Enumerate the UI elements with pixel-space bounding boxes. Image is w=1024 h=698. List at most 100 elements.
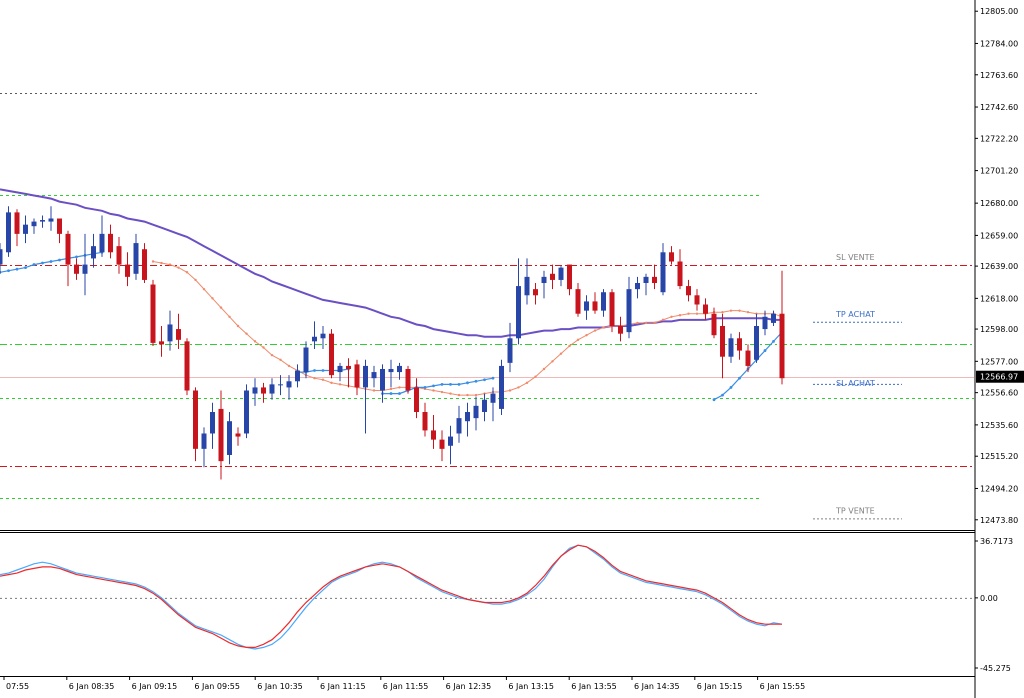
candle[interactable] [210,402,215,449]
candle[interactable] [116,236,122,274]
candle[interactable] [303,341,309,379]
candle[interactable] [448,425,453,465]
candle[interactable] [0,243,3,274]
candle[interactable] [490,387,496,422]
candle[interactable] [431,415,436,449]
candle[interactable] [584,295,589,320]
candle[interactable] [720,313,725,379]
candle[interactable] [609,289,615,333]
candle[interactable] [762,310,768,336]
candle[interactable] [74,258,79,280]
candle[interactable] [473,396,479,431]
candle[interactable] [601,289,606,317]
candle[interactable] [541,270,547,299]
candle[interactable] [133,233,139,280]
candle[interactable] [252,378,258,406]
candle[interactable] [737,332,742,360]
candle[interactable] [779,270,785,385]
candle[interactable] [31,218,37,234]
candle[interactable] [184,338,190,396]
candle[interactable] [150,279,156,346]
candle[interactable] [439,430,445,462]
candle[interactable] [516,258,521,345]
candle[interactable] [652,264,657,290]
candle[interactable] [346,358,351,388]
candle[interactable] [57,218,62,244]
candle[interactable] [261,382,266,403]
candle[interactable] [567,264,572,296]
candle[interactable] [754,313,759,363]
candle[interactable] [388,359,394,388]
candle[interactable] [40,215,45,228]
candle[interactable] [397,362,402,380]
candle[interactable] [269,378,275,400]
candle[interactable] [142,243,147,284]
candle[interactable] [465,402,470,437]
candle[interactable] [711,307,717,339]
candle[interactable] [660,243,666,296]
candle[interactable] [244,384,249,439]
candle[interactable] [550,264,555,290]
candle[interactable] [363,359,368,434]
candle[interactable] [694,289,700,311]
candle-body [142,249,147,280]
candle[interactable] [159,326,164,357]
candle[interactable] [65,230,71,287]
candle[interactable] [295,364,300,388]
candle[interactable] [235,427,241,446]
oscillator-panel[interactable] [0,544,974,650]
candle[interactable] [422,402,428,437]
candle[interactable] [286,375,292,400]
candle[interactable] [643,273,649,296]
candle[interactable] [99,215,105,257]
candle[interactable] [771,310,776,327]
candle[interactable] [482,393,487,422]
price-axis[interactable]: 12805.00 12784.00 12763.60 12742.60 12722.20… [975,7,1024,525]
candle[interactable] [499,359,504,416]
candle[interactable] [686,279,691,302]
candle[interactable] [728,333,734,363]
candle[interactable] [575,283,581,317]
candle[interactable] [125,252,130,287]
candle[interactable] [176,313,181,350]
candle[interactable] [618,316,623,342]
candle[interactable] [456,405,462,443]
candle[interactable] [82,233,88,296]
candle[interactable] [592,292,598,314]
candle[interactable] [626,276,632,339]
candle[interactable] [507,322,513,373]
candle[interactable] [218,390,224,480]
candle[interactable] [108,224,113,259]
candle[interactable] [677,249,683,290]
candle[interactable] [533,283,538,305]
candle[interactable] [669,246,674,265]
candle[interactable] [405,365,411,394]
candle[interactable] [380,364,385,403]
candle[interactable] [167,310,173,351]
candle[interactable] [354,359,360,396]
candle[interactable] [48,206,54,231]
candle[interactable] [23,215,28,244]
candle[interactable] [14,209,20,247]
candle[interactable] [201,427,207,468]
candle[interactable] [278,375,283,396]
candle[interactable] [6,206,11,257]
candle[interactable] [320,326,326,350]
candle[interactable] [524,258,530,305]
candle[interactable] [312,321,317,350]
candlesticks[interactable] [0,206,785,480]
candle[interactable] [193,387,198,462]
candle[interactable] [91,233,96,268]
candle[interactable] [371,365,377,388]
price-panel[interactable]: SL VENTE TP ACHAT SL ACHAT TP VENTE [0,93,974,520]
candle[interactable] [703,298,708,320]
candle[interactable] [337,362,343,382]
candle[interactable] [635,276,640,299]
candle[interactable] [227,411,232,465]
candle-body [65,233,71,265]
candle[interactable] [558,266,564,287]
candle[interactable] [745,344,751,373]
candle[interactable] [414,378,419,419]
candle[interactable] [329,329,334,379]
